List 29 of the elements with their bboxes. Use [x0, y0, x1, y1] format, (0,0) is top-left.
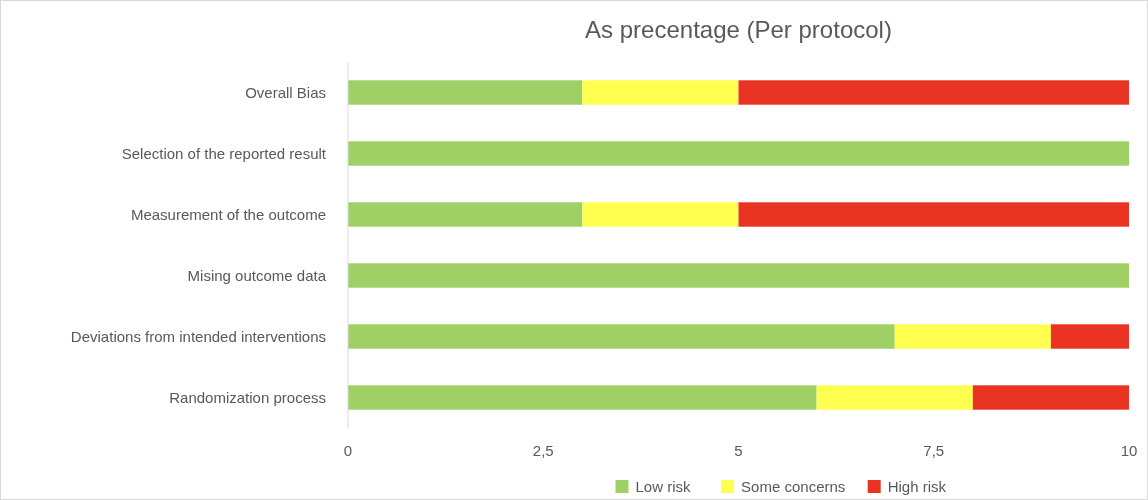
- x-tick-label: 7,5: [923, 442, 945, 459]
- y-tick-label: Measurement of the outcome: [130, 205, 326, 223]
- y-tick-label: Randomization process: [169, 388, 326, 406]
- chart-title: As precentage (Per protocol): [585, 16, 892, 43]
- x-tick-label: 0: [343, 442, 353, 459]
- bar: [972, 385, 1129, 410]
- bar: [348, 324, 895, 349]
- bar: [816, 385, 973, 410]
- x-tick-label: 2,5: [532, 442, 554, 459]
- bar: [348, 141, 1129, 166]
- bar: [348, 263, 1129, 288]
- legend-label: High risk: [887, 477, 947, 495]
- bar: [738, 80, 1129, 105]
- y-tick-label: Overall Bias: [245, 83, 326, 101]
- bar: [1050, 324, 1129, 349]
- bar: [738, 202, 1129, 227]
- x-tick-label: 10: [1120, 442, 1138, 459]
- x-tick-label: 5: [734, 442, 743, 459]
- bar: [894, 324, 1051, 349]
- legend-label: Low risk: [635, 477, 692, 495]
- bar: [582, 202, 739, 227]
- bar: [348, 202, 583, 227]
- y-tick-label: Deviations from intended interventions: [70, 327, 326, 345]
- bar: [348, 80, 583, 105]
- y-tick-label: Mising outcome data: [187, 266, 327, 284]
- y-tick-label: Selection of the reported result: [121, 144, 327, 162]
- bar: [582, 80, 739, 105]
- legend-label: Some concerns: [741, 477, 846, 495]
- bar: [348, 385, 817, 410]
